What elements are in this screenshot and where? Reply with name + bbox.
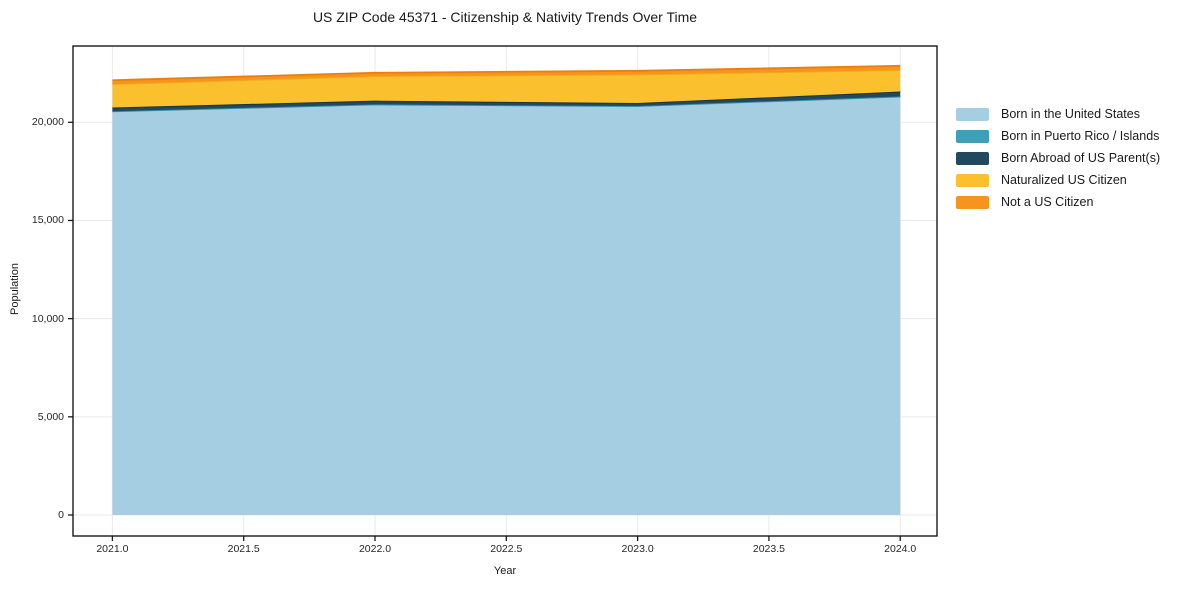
x-tick-label: 2021.5 [227, 543, 260, 555]
x-tick-label: 2023.0 [621, 543, 654, 555]
legend-swatch-born-in-the-united-states [956, 107, 989, 121]
x-tick-label: 2022.5 [490, 543, 523, 555]
y-tick-label: 5,000 [37, 410, 64, 423]
y-tick-label: 0 [58, 508, 64, 521]
x-tick-label: 2023.5 [752, 543, 785, 555]
area-naturalized-us-citizen [112, 70, 901, 108]
x-axis-label: Year [493, 565, 517, 577]
y-axis-label: Population [9, 263, 21, 315]
legend-label: Born in Puerto Rico / Islands [1001, 129, 1160, 143]
area-edge-not-a-us-citizen [112, 64, 901, 82]
legend-item-born-abroad-of-us-parents: Born Abroad of US Parent(s) [956, 147, 1160, 169]
x-tick-label: 2021.0 [96, 543, 129, 555]
chart-title: US ZIP Code 45371 - Citizenship & Nativi… [312, 9, 698, 25]
x-tick-label: 2024.0 [884, 543, 917, 555]
legend-item-not-a-us-citizen: Not a US Citizen [956, 191, 1160, 213]
legend-swatch-born-in-puerto-rico-islands [956, 129, 989, 143]
legend: Born in the United States Born in Puerto… [956, 103, 1160, 213]
legend-swatch-born-abroad-of-us-parents [956, 151, 989, 165]
legend-item-born-in-the-united-states: Born in the United States [956, 103, 1160, 125]
legend-label: Born Abroad of US Parent(s) [1001, 151, 1161, 165]
area-born-abroad-of-us-parent-s [112, 91, 901, 112]
legend-label: Naturalized US Citizen [1001, 173, 1127, 187]
legend-swatch-not-a-us-citizen [956, 195, 989, 209]
plot-border [72, 45, 938, 537]
y-tick-label: 15,000 [31, 214, 64, 227]
legend-swatch-naturalized-us-citizen [956, 173, 989, 187]
y-tick-label: 20,000 [31, 116, 64, 129]
legend-item-naturalized-us-citizen: Naturalized US Citizen [956, 169, 1160, 191]
legend-label: Not a US Citizen [1001, 195, 1094, 209]
legend-label: Born in the United States [1001, 107, 1140, 121]
y-tick-label: 10,000 [31, 312, 64, 325]
area-born-in-the-united-states [112, 96, 901, 515]
legend-item-born-in-puerto-rico-islands: Born in Puerto Rico / Islands [956, 125, 1160, 147]
x-tick-label: 2022.0 [358, 543, 392, 555]
